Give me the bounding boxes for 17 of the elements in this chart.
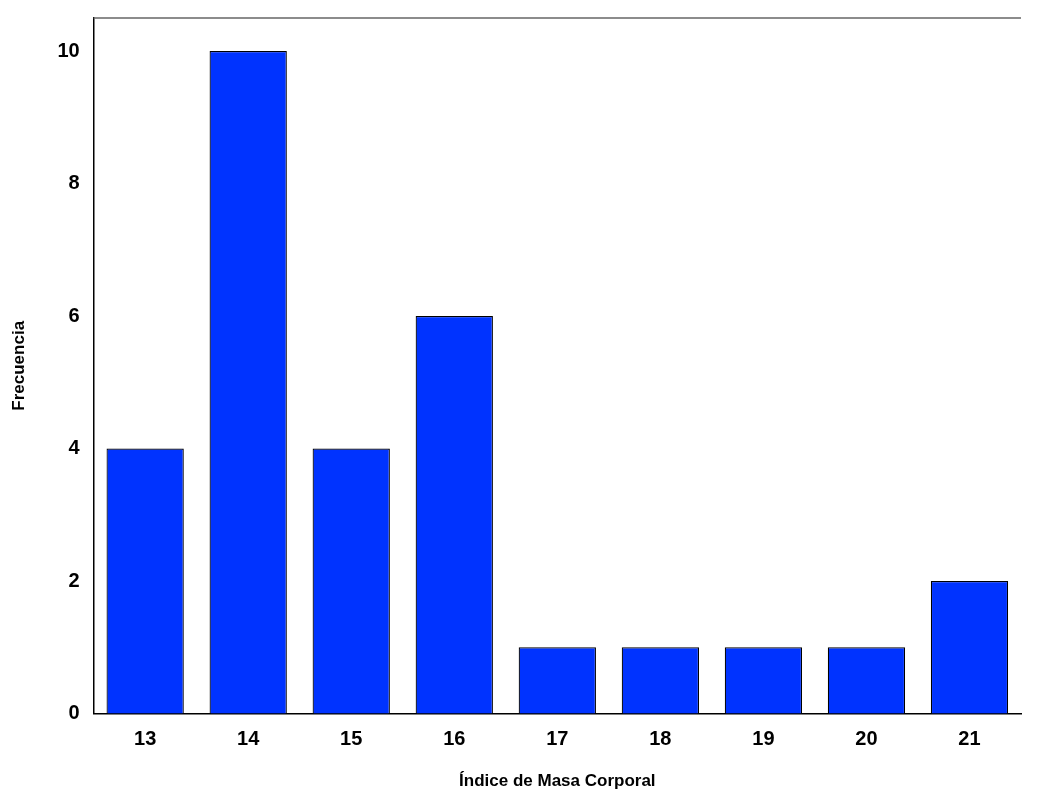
x-tick-label: 16 [443,727,466,750]
y-tick-label: 4 [68,436,81,459]
x-tick-label: 19 [752,727,775,750]
y-tick-label: 6 [68,303,80,326]
y-axis-title: Frecuencia [8,320,28,411]
x-axis-title: Índice de Masa Corporal [459,771,656,791]
x-tick-label: 15 [340,727,363,750]
x-tick-label: 18 [649,727,672,750]
y-tick-label: 2 [68,568,80,591]
y-tick-label: 10 [57,38,80,61]
y-tick-label: 8 [68,171,80,194]
x-tick-label: 21 [958,727,981,750]
x-tick-label: 17 [546,727,569,750]
y-tick-label: 0 [68,701,80,724]
x-tick-label: 13 [134,727,157,750]
x-tick-label: 14 [237,727,261,750]
x-tick-label: 20 [855,727,878,750]
